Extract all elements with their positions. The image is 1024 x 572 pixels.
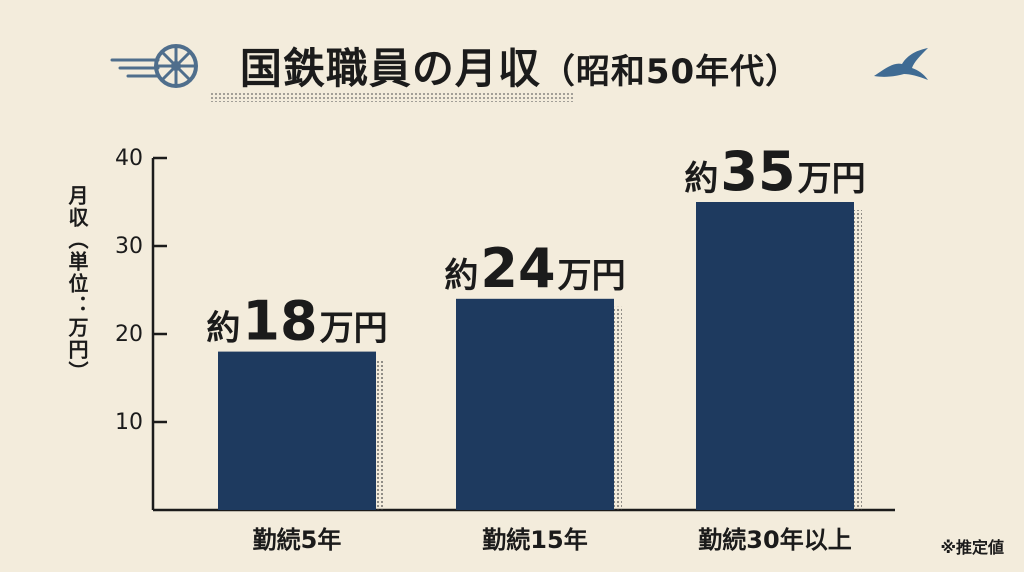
chart-title: 国鉄職員の月収（昭和50年代） (210, 30, 830, 100)
y-tick-label: 40 (115, 146, 143, 171)
bar (218, 351, 376, 510)
swallow-icon (874, 48, 928, 80)
y-tick-label: 10 (115, 410, 143, 435)
y-tick-label: 30 (115, 234, 143, 259)
x-tick-label: 勤続30年以上 (698, 526, 851, 554)
data-label: 約24万円 (444, 237, 625, 300)
data-label: 約35万円 (684, 140, 865, 203)
footnote: ※推定値 (940, 538, 1004, 557)
title-main: 国鉄職員の月収 (239, 43, 541, 93)
bar (696, 202, 854, 510)
bar (456, 298, 614, 510)
x-tick-label: 勤続5年 (253, 526, 342, 554)
data-label: 約18万円 (206, 290, 387, 353)
title-underline (210, 92, 575, 102)
y-axis-label: 月収（単位：万円） (65, 185, 89, 383)
title-sub: （昭和50年代） (540, 51, 801, 92)
winged-wheel-icon (110, 44, 198, 88)
y-tick-label: 20 (115, 322, 143, 347)
x-tick-label: 勤続15年 (482, 526, 587, 554)
